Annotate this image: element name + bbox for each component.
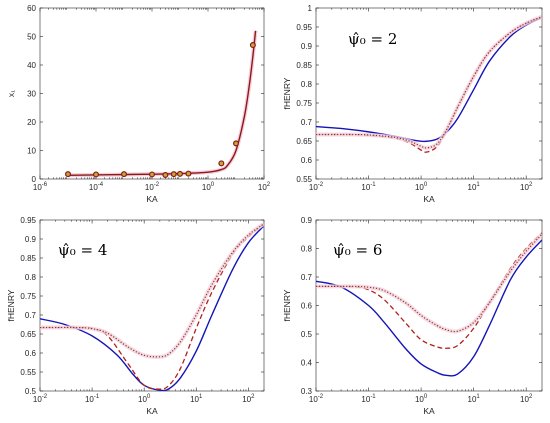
x-tick-label: 102 xyxy=(520,394,533,404)
x-tick-label: 10-1 xyxy=(361,182,376,192)
series-line-dashed xyxy=(316,232,542,349)
y-tick-label: 0.95 xyxy=(296,23,312,32)
x-tick-label: 10-2 xyxy=(33,394,48,404)
y-tick-label: 0.9 xyxy=(301,216,313,225)
y-tick-label: 0.8 xyxy=(25,273,37,282)
x-tick-label: 10-6 xyxy=(33,182,48,192)
y-tick-label: 0.8 xyxy=(301,80,313,89)
x-tick-label: 100 xyxy=(415,394,428,404)
x-tick-label: 10-4 xyxy=(89,182,104,192)
x-axis-label: KA xyxy=(146,406,158,416)
x-tick-label: 100 xyxy=(415,182,428,192)
y-tick-label: 0.95 xyxy=(20,216,36,225)
plot-frame xyxy=(39,219,265,392)
data-point-marker xyxy=(120,171,127,178)
y-tick-label: 0.65 xyxy=(20,330,36,339)
series-halo xyxy=(40,222,264,359)
panel-label: ψ̂₀ = 4 xyxy=(58,241,107,259)
data-point-marker xyxy=(162,172,169,179)
x-tick-label: 101 xyxy=(190,394,203,404)
y-tick-label: 0.9 xyxy=(301,42,313,51)
panel-label: ψ̂₀ = 6 xyxy=(333,241,382,259)
y-tick-label: 0.5 xyxy=(301,330,313,339)
y-tick-label: 0.7 xyxy=(301,273,313,282)
series-halo xyxy=(316,232,542,334)
x-axis-label: KA xyxy=(423,406,435,416)
x-tick-label: 10-1 xyxy=(85,394,100,404)
x-axis-label: KA xyxy=(146,194,158,204)
data-point-marker xyxy=(249,42,256,49)
x-tick-label: 102 xyxy=(242,394,255,404)
data-point-marker xyxy=(149,171,156,178)
x-tick-label: 100 xyxy=(138,394,151,404)
y-tick-label: 0.7 xyxy=(25,311,37,320)
y-tick-label: 0.9 xyxy=(25,235,37,244)
x-tick-label: 10-2 xyxy=(309,394,324,404)
x-tick-label: 102 xyxy=(258,182,271,192)
y-axis-label: fHENRY xyxy=(282,289,292,321)
y-tick-label: 0.85 xyxy=(296,61,312,70)
y-tick-label: 0.6 xyxy=(301,302,313,311)
panel-fhenry-psi6: 0.3 0.4 0.5 0.6 0.7 0.8 0.9 10-2 10-1 100 101 102 KA… xyxy=(282,216,543,416)
panel-fhenry-psi2: 0.55 0.6 0.65 0.7 0.75 0.8 0.85 0.9 0.95 1 10-2 10-… xyxy=(282,4,543,204)
series-group xyxy=(316,232,542,377)
y-tick-label: 0.85 xyxy=(20,254,36,263)
y-tick-label: 40 xyxy=(27,61,36,70)
y-tick-label: 0.6 xyxy=(301,156,313,165)
y-tick-label: 0.6 xyxy=(25,349,37,358)
series-line-solid xyxy=(67,30,257,176)
y-tick-label: 0.7 xyxy=(301,118,313,127)
x-tick-label: 10-1 xyxy=(361,394,376,404)
x-tick-label: 102 xyxy=(520,182,533,192)
y-tick-label: 0.75 xyxy=(20,292,36,301)
y-tick-label: 20 xyxy=(27,118,36,127)
y-axis-label: fHENRY xyxy=(6,289,16,321)
data-point-marker xyxy=(64,171,71,178)
series-line-solid xyxy=(316,239,542,377)
y-tick-label: 10 xyxy=(27,147,36,156)
y-axis-label: x₁ xyxy=(6,90,16,97)
panel-fhenry-psi4: 0.5 0.55 0.6 0.65 0.7 0.75 0.8 0.85 0.9 0.95 10-2 1… xyxy=(6,216,265,416)
y-tick-label: 0.8 xyxy=(301,245,313,254)
y-tick-label: 60 xyxy=(27,4,36,13)
panel-label: ψ̂₀ = 2 xyxy=(348,30,397,48)
data-point-marker xyxy=(170,171,177,178)
plot-frame xyxy=(315,7,543,180)
series-line-dashed xyxy=(40,223,264,390)
y-tick-label: 0.3 xyxy=(301,387,313,396)
series-group xyxy=(40,222,264,391)
series-halo xyxy=(67,30,258,178)
x-tick-label: 10-2 xyxy=(309,182,324,192)
panel-x1-vs-ka: 0 10 20 30 40 50 60 10-6 10-4 10-2 100 102 KA x₁ xyxy=(6,4,271,204)
y-tick-label: 0.5 xyxy=(25,387,37,396)
data-point-marker xyxy=(177,170,184,177)
y-tick-label: 0.55 xyxy=(296,175,312,184)
series-group xyxy=(64,30,258,179)
plot-frame xyxy=(39,7,265,180)
y-tick-label: 1 xyxy=(308,4,313,13)
y-tick-label: 30 xyxy=(27,90,36,99)
y-tick-label: 0.65 xyxy=(296,137,312,146)
y-tick-label: 50 xyxy=(27,33,36,42)
x-axis-label: KA xyxy=(423,194,435,204)
series-line-solid xyxy=(40,225,264,391)
y-tick-label: 0.55 xyxy=(20,368,36,377)
x-tick-label: 101 xyxy=(468,182,481,192)
y-tick-label: 0 xyxy=(32,175,37,184)
y-tick-label: 0.4 xyxy=(301,359,313,368)
y-axis-label: fHENRY xyxy=(282,77,292,109)
data-point-marker xyxy=(185,170,192,177)
series-group xyxy=(316,14,542,153)
data-point-marker xyxy=(218,160,225,167)
data-point-marker xyxy=(233,140,240,147)
x-tick-label: 10-2 xyxy=(145,182,160,192)
series-line-dotted xyxy=(316,16,542,149)
x-tick-label: 101 xyxy=(468,394,481,404)
data-point-marker xyxy=(92,171,99,178)
x-tick-label: 100 xyxy=(202,182,215,192)
y-tick-label: 0.75 xyxy=(296,99,312,108)
